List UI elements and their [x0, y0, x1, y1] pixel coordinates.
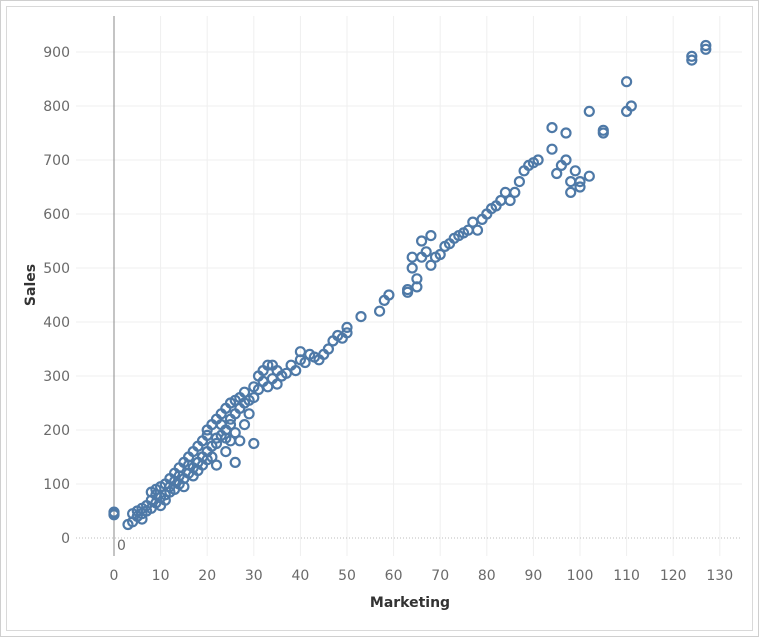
- x-axis-title: Marketing: [370, 595, 450, 611]
- data-point: [108, 506, 120, 518]
- x-tick-label: 80: [478, 568, 496, 584]
- data-point: [210, 459, 223, 471]
- x-tick-label: 120: [660, 568, 687, 584]
- y-tick-label: 200: [43, 423, 70, 439]
- data-point: [420, 246, 432, 258]
- data-point: [513, 176, 526, 188]
- y-tick-label: 900: [43, 45, 70, 61]
- y-tick-label: 400: [43, 315, 70, 331]
- data-point: [234, 435, 246, 447]
- x-tick-label: 20: [198, 568, 216, 584]
- data-point: [383, 289, 395, 301]
- y-tick-label: 700: [43, 153, 70, 169]
- data-point: [229, 456, 241, 468]
- data-point: [700, 43, 712, 55]
- data-point: [471, 224, 484, 236]
- data-point: [159, 494, 171, 506]
- x-tick-label: 60: [385, 568, 403, 584]
- data-point: [565, 186, 577, 198]
- data-point: [355, 311, 367, 323]
- data-point: [206, 451, 218, 463]
- data-point: [583, 170, 595, 182]
- x-tick-labels: 0 10 20 30 40 50 60 70 80 90 100 110 120 130: [110, 568, 734, 584]
- y-tick-label: 800: [43, 99, 70, 115]
- x-tick-label: 10: [152, 568, 170, 584]
- data-point: [583, 105, 595, 118]
- y-tick-label: 100: [43, 477, 70, 493]
- data-point: [416, 235, 428, 247]
- data-point: [625, 100, 637, 112]
- data-point: [341, 327, 353, 339]
- data-point: [406, 262, 418, 274]
- data-point: [238, 419, 251, 431]
- axes: [76, 16, 742, 556]
- data-point: [341, 321, 353, 333]
- y-tick-label: 500: [43, 261, 70, 277]
- data-point: [425, 259, 437, 271]
- zero-annotation: 0: [117, 538, 126, 554]
- data-point: [546, 143, 558, 155]
- data-point: [299, 356, 311, 369]
- data-point: [178, 481, 190, 493]
- data-point: [210, 437, 223, 450]
- data-point: [565, 176, 577, 188]
- data-point: [574, 176, 586, 188]
- data-point: [551, 167, 563, 180]
- data-point: [434, 248, 446, 261]
- data-point: [374, 305, 386, 317]
- x-tick-label: 0: [110, 568, 119, 584]
- x-tick-label: 30: [245, 568, 263, 584]
- data-point: [686, 50, 698, 62]
- x-tick-label: 130: [706, 568, 733, 584]
- data-point: [546, 121, 558, 134]
- data-point: [248, 392, 260, 404]
- data-point: [620, 76, 633, 88]
- y-tick-label: 300: [43, 369, 70, 385]
- data-point: [238, 386, 251, 398]
- data-point: [406, 251, 418, 263]
- data-point: [220, 446, 232, 458]
- data-point: [224, 419, 237, 431]
- data-point: [560, 127, 572, 139]
- data-point: [229, 427, 241, 439]
- data-point: [411, 273, 423, 285]
- data-point: [597, 124, 609, 136]
- data-point: [271, 378, 283, 390]
- x-tick-label: 90: [524, 568, 542, 584]
- grid-lines: [76, 16, 742, 556]
- data-point: [243, 408, 255, 420]
- data-point: [504, 194, 516, 207]
- y-axis-title: Sales: [23, 264, 39, 306]
- data-points: [108, 39, 712, 531]
- y-tick-label: 0: [61, 531, 70, 547]
- data-point: [136, 513, 148, 525]
- y-tick-labels: 0 100 200 300 400 500 600 700 800 900: [43, 45, 70, 547]
- data-point: [425, 230, 437, 242]
- y-tick-label: 600: [43, 207, 70, 223]
- x-tick-label: 100: [567, 568, 594, 584]
- data-point: [686, 54, 698, 66]
- data-point: [574, 181, 586, 193]
- data-point: [248, 437, 260, 450]
- x-tick-label: 50: [338, 568, 356, 584]
- data-point: [290, 365, 302, 377]
- data-point: [509, 186, 521, 198]
- x-tick-label: 70: [431, 568, 449, 584]
- data-point: [532, 154, 544, 166]
- data-point: [322, 343, 334, 355]
- x-tick-label: 110: [613, 568, 640, 584]
- data-point: [560, 154, 572, 166]
- data-point: [569, 165, 581, 177]
- data-point: [700, 39, 712, 52]
- x-tick-label: 40: [291, 568, 309, 584]
- data-point: [262, 359, 274, 371]
